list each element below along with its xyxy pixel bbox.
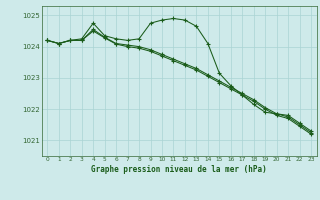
X-axis label: Graphe pression niveau de la mer (hPa): Graphe pression niveau de la mer (hPa) xyxy=(91,165,267,174)
